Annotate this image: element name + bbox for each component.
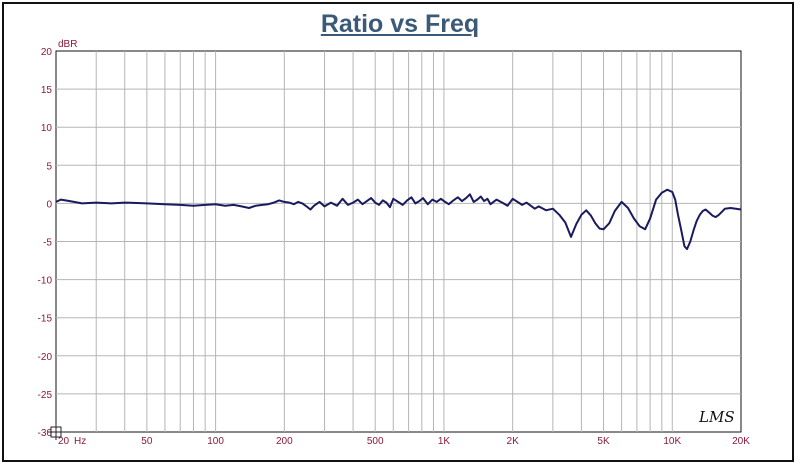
x-tick-label: 10K — [663, 436, 681, 447]
x-tick-label: 50 — [141, 436, 153, 447]
x-tick-label: 500 — [367, 436, 384, 447]
y-tick-label: -15 — [38, 314, 53, 325]
x-tick-label: 1K — [438, 436, 451, 447]
x-tick-label: 20 — [58, 436, 70, 447]
grid-lines — [56, 51, 741, 432]
y-tick-label: -5 — [43, 238, 52, 249]
y-tick-label: -30 — [38, 428, 53, 439]
x-axis-unit: Hz — [74, 436, 86, 447]
x-tick-label: 200 — [276, 436, 293, 447]
y-tick-label: 15 — [41, 85, 53, 96]
y-tick-label: 10 — [41, 123, 53, 134]
lms-watermark: LMS — [698, 408, 735, 426]
y-tick-label: -25 — [38, 390, 53, 401]
cursor-icon[interactable] — [48, 424, 64, 440]
y-tick-label: 20 — [41, 47, 53, 58]
x-tick-label: 5K — [597, 436, 610, 447]
x-tick-label: 2K — [507, 436, 520, 447]
x-tick-label: 20K — [732, 436, 750, 447]
y-tick-label: -20 — [38, 352, 53, 363]
x-tick-label: 100 — [207, 436, 224, 447]
ratio-series-line — [55, 188, 742, 251]
y-tick-label: 5 — [46, 161, 52, 172]
y-tick-label: 0 — [46, 199, 52, 210]
chart-title: Ratio vs Freq — [320, 10, 480, 38]
y-tick-label: -10 — [38, 276, 53, 287]
y-axis-label: dBR — [58, 39, 77, 50]
